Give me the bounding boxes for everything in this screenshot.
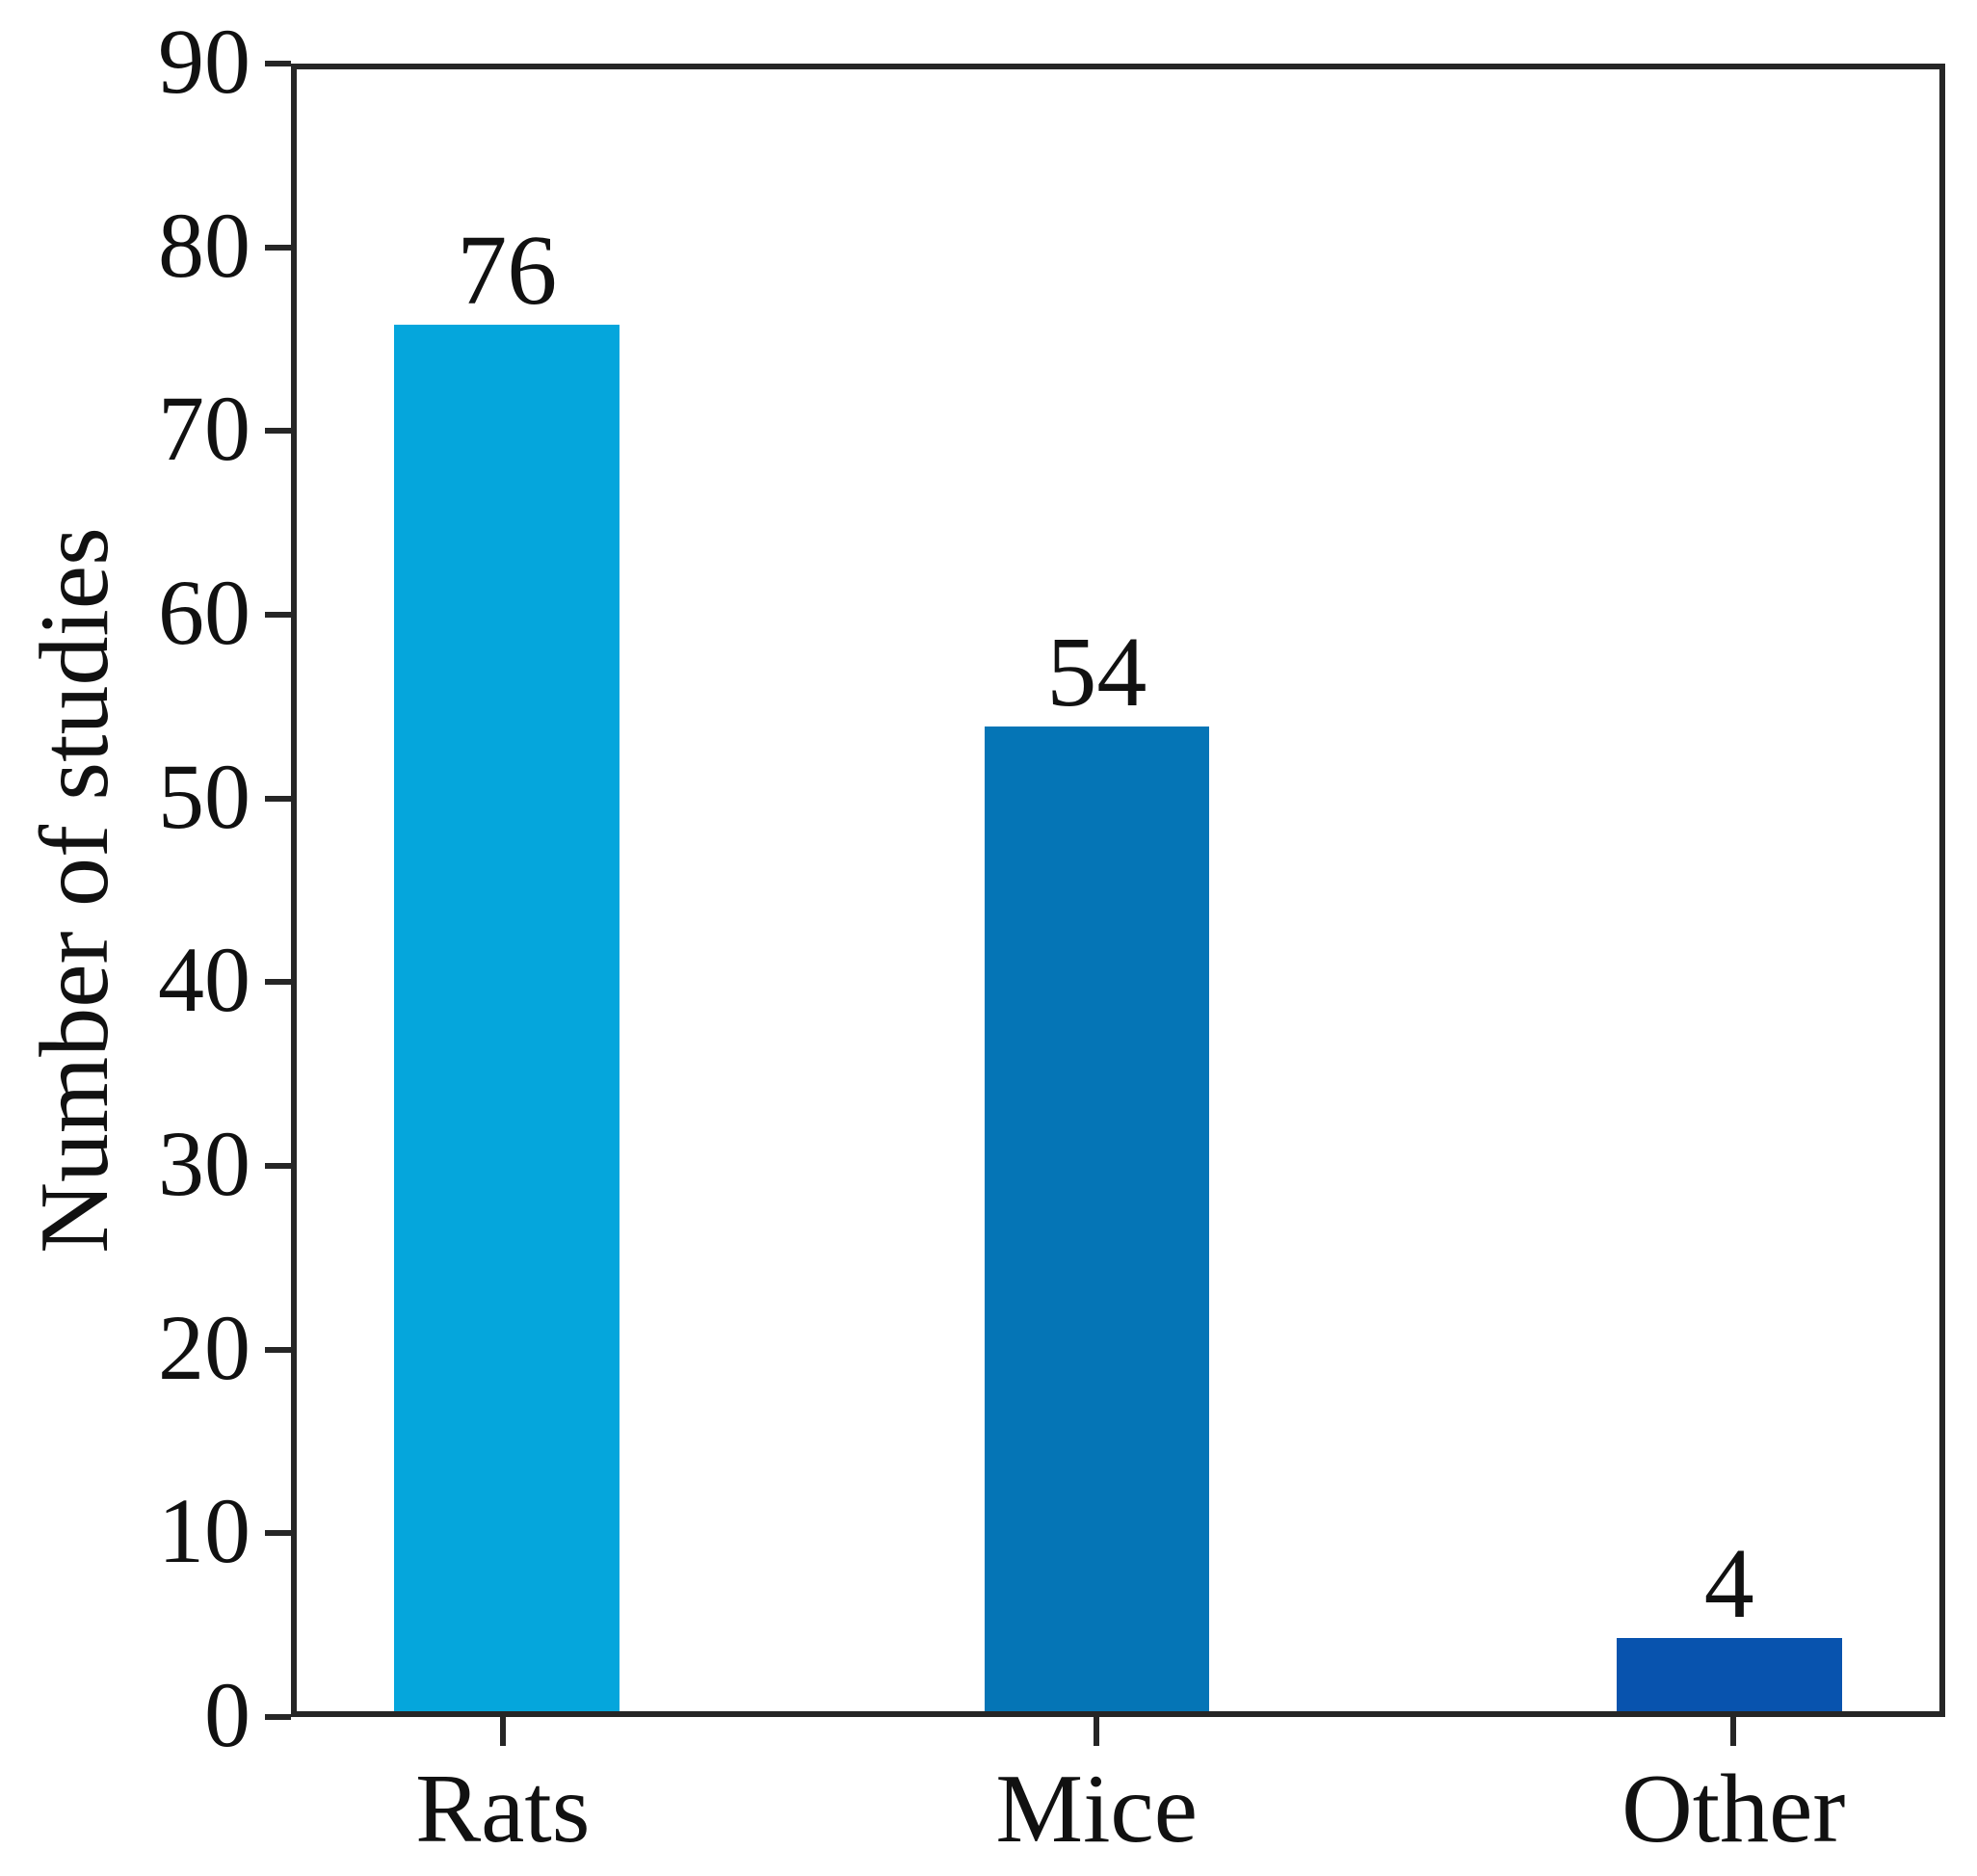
x-axis: Rats Mice Other — [291, 1717, 1945, 1871]
y-tick-mark — [265, 1714, 291, 1720]
y-tick-mark — [265, 244, 291, 251]
bar-value-label: 4 — [1703, 1528, 1754, 1640]
x-tick-label-rats: Rats — [415, 1755, 591, 1863]
y-tick-label: 60 — [158, 561, 250, 665]
y-tick-mark — [265, 1346, 291, 1353]
x-tick-mark — [1094, 1717, 1100, 1746]
y-tick-label: 0 — [204, 1663, 250, 1767]
y-tick-mark — [265, 61, 291, 66]
y-tick-mark — [265, 428, 291, 435]
y-tick-mark — [265, 795, 291, 802]
y-tick-mark — [265, 979, 291, 986]
y-tick-mark — [265, 1530, 291, 1537]
y-tick-label: 20 — [158, 1295, 250, 1399]
y-tick-label: 50 — [158, 744, 250, 848]
x-tick-mark — [1730, 1717, 1737, 1746]
y-tick-mark — [265, 1162, 291, 1169]
bar-value-label: 76 — [457, 215, 558, 327]
bar-value-label: 54 — [1046, 616, 1147, 727]
bar-mice — [984, 726, 1210, 1711]
bar-rats — [394, 325, 620, 1711]
x-tick-label-other: Other — [1621, 1755, 1846, 1863]
x-tick-label-mice: Mice — [995, 1755, 1198, 1863]
y-tick-label: 70 — [158, 377, 250, 481]
y-tick-mark — [265, 611, 291, 618]
bar-other — [1616, 1638, 1842, 1711]
bars-container: 76 54 4 — [297, 69, 1939, 1711]
y-tick-label: 80 — [158, 193, 250, 297]
x-tick-mark — [499, 1717, 506, 1746]
y-tick-label: 40 — [158, 928, 250, 1032]
plot-area: 76 54 4 — [291, 64, 1945, 1717]
y-tick-label: 90 — [158, 10, 250, 114]
y-tick-label: 30 — [158, 1112, 250, 1216]
y-axis-title: Number of studies — [20, 527, 129, 1254]
y-tick-label: 10 — [158, 1479, 250, 1583]
